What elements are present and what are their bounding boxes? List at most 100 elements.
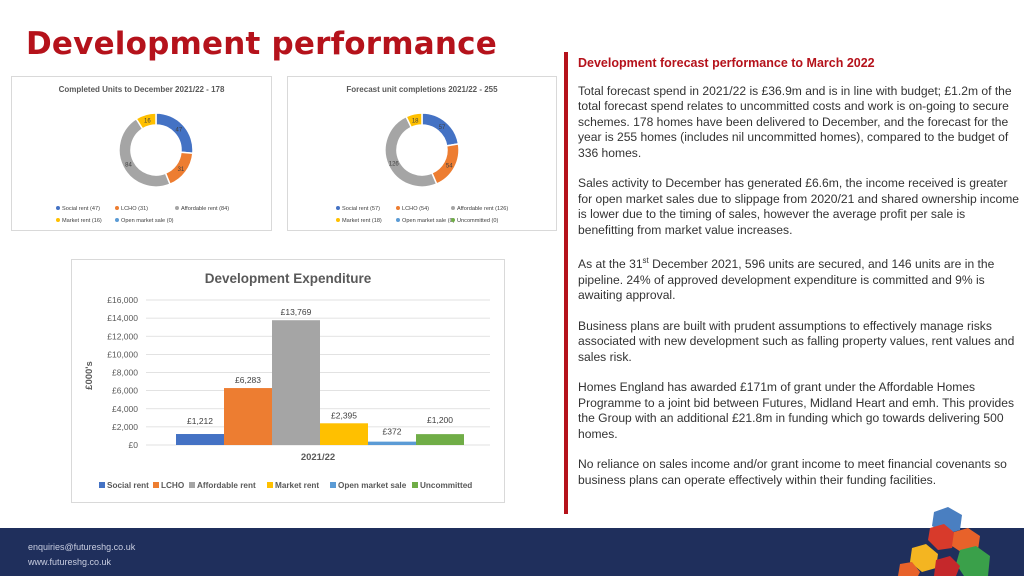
footer-bar: enquiries@futureshg.co.uk www.futureshg.… xyxy=(0,528,1024,576)
pipeline-text-start: As at the 31 xyxy=(578,257,643,272)
legend-label-market-rent: Market rent xyxy=(275,481,319,490)
chart-title: Development Expenditure xyxy=(205,271,372,286)
panel-paragraph-covenants: No reliance on sales income and/or grant… xyxy=(578,457,1007,487)
slice-label-market-rent: 16 xyxy=(144,119,151,125)
panel-paragraph-homes-england: Homes England has awarded £171m of grant… xyxy=(578,380,1015,441)
bar-lcho xyxy=(224,388,272,445)
bar-label-affordable-rent: £13,769 xyxy=(281,307,312,317)
bar-social-rent xyxy=(176,434,224,445)
panel-divider xyxy=(564,52,568,514)
legend-marker-lcho xyxy=(115,206,119,210)
legend-label-open-market-sale: Open market sale xyxy=(338,481,407,490)
slice-label-market-rent: 18 xyxy=(412,118,419,124)
y-tick-label: £16,000 xyxy=(107,295,138,305)
footer-email-link[interactable]: enquiries@futureshg.co.uk xyxy=(28,542,136,552)
donut-slice-market-rent xyxy=(135,112,157,130)
y-tick-label: £0 xyxy=(129,440,139,450)
forecast-completions-svg: Forecast unit completions 2021/22 - 255 5… xyxy=(336,85,508,224)
legend-marker-market-rent xyxy=(267,482,273,488)
y-tick-label: £4,000 xyxy=(112,404,138,414)
legend-label-open-market-sale: Open market sale (0) xyxy=(121,218,174,224)
development-expenditure-chart: Development Expenditure £0 £2,000 £4,000 £6,… xyxy=(71,259,505,503)
legend-label-social-rent: Social rent (57) xyxy=(342,206,380,212)
legend-marker-open-market-sale xyxy=(115,218,119,222)
forecast-text-panel: Development forecast performance to Marc… xyxy=(578,56,1024,503)
legend-label-market-rent: Market rent (16) xyxy=(62,218,102,224)
logo-red-hex xyxy=(928,524,956,550)
legend-marker-social-rent xyxy=(336,206,340,210)
bar-label-market-rent: £2,395 xyxy=(331,410,357,420)
legend-label-affordable-rent: Affordable rent (84) xyxy=(181,206,229,212)
legend-marker-market-rent xyxy=(56,218,60,222)
slice-label-social-rent: 57 xyxy=(439,125,446,131)
slice-label-affordable-rent: 84 xyxy=(125,163,132,169)
panel-paragraph-pipeline: As at the 31st December 2021, 596 units … xyxy=(578,253,1024,304)
panel-paragraph-business-plans: Business plans are built with prudent as… xyxy=(578,318,1015,364)
legend-label-lcho: LCHO (54) xyxy=(402,206,429,212)
slice-label-affordable-rent: 126 xyxy=(389,161,400,167)
bar-market-rent xyxy=(320,423,368,445)
legend-marker-social-rent xyxy=(56,206,60,210)
donut-slice-market-rent xyxy=(405,112,423,129)
legend-marker-affordable-rent xyxy=(175,206,179,210)
legend-marker-lcho xyxy=(153,482,159,488)
bar-label-open-market-sale: £372 xyxy=(383,427,402,437)
legend-label-affordable-rent: Affordable rent xyxy=(197,481,256,490)
chart-title: Forecast unit completions 2021/22 - 255 xyxy=(346,85,498,94)
donut-slice-affordable-rent xyxy=(118,117,171,188)
footer-website-link[interactable]: www.futureshg.co.uk xyxy=(28,557,112,567)
panel-heading: Development forecast performance to Marc… xyxy=(578,56,875,70)
legend-label-affordable-rent: Affordable rent (126) xyxy=(457,206,508,212)
futures-logo-icon xyxy=(898,507,990,576)
y-tick-label: £10,000 xyxy=(107,349,138,359)
legend-label-uncommitted: Uncommitted (0) xyxy=(457,218,498,224)
pipeline-text-sup: st xyxy=(642,256,649,265)
legend-label-social-rent: Social rent xyxy=(107,481,149,490)
legend-marker-market-rent xyxy=(336,218,340,222)
logo-orange-small-hex xyxy=(898,562,920,576)
y-tick-label: £2,000 xyxy=(112,422,138,432)
legend-marker-open-market-sale xyxy=(396,218,400,222)
y-axis-label: £000's xyxy=(84,361,95,390)
bar-label-social-rent: £1,212 xyxy=(187,416,213,426)
panel-paragraph-sales: Sales activity to December has generated… xyxy=(578,176,1020,237)
logo-red-small-hex xyxy=(934,556,960,576)
pipeline-text-end: December 2021, 596 units are secured, an… xyxy=(578,257,995,303)
legend-label-lcho: LCHO xyxy=(161,481,185,490)
legend-marker-open-market-sale xyxy=(330,482,336,488)
legend-label-social-rent: Social rent (47) xyxy=(62,206,100,212)
slice-label-lcho: 31 xyxy=(178,167,185,173)
legend-label-open-market-sale: Open market sale (0) xyxy=(402,218,455,224)
development-expenditure-svg: Development Expenditure £0 £2,000 £4,000 £6,… xyxy=(84,271,490,490)
y-tick-label: £6,000 xyxy=(112,386,138,396)
legend-marker-uncommitted xyxy=(412,482,418,488)
legend-label-lcho: LCHO (31) xyxy=(121,206,148,212)
panel-paragraph-spend: Total forecast spend in 2021/22 is £36.9… xyxy=(578,83,1012,160)
chart-title: Completed Units to December 2021/22 - 17… xyxy=(59,85,225,94)
slice-label-lcho: 54 xyxy=(446,163,453,169)
legend-marker-affordable-rent xyxy=(189,482,195,488)
legend-marker-uncommitted xyxy=(451,218,455,222)
legend-label-uncommitted: Uncommitted xyxy=(420,481,472,490)
bar-label-uncommitted: £1,200 xyxy=(427,415,453,425)
completed-units-svg: Completed Units to December 2021/22 - 17… xyxy=(56,85,229,224)
y-tick-label: £14,000 xyxy=(107,313,138,323)
logo-green-hex xyxy=(956,546,990,576)
x-category-label: 2021/22 xyxy=(301,452,335,463)
y-tick-label: £12,000 xyxy=(107,331,138,341)
y-tick-label: £8,000 xyxy=(112,368,138,378)
legend-marker-affordable-rent xyxy=(451,206,455,210)
legend-marker-lcho xyxy=(396,206,400,210)
legend-label-market-rent: Market rent (18) xyxy=(342,218,382,224)
bar-affordable-rent xyxy=(272,320,320,445)
completed-units-chart: Completed Units to December 2021/22 - 17… xyxy=(11,76,272,231)
bar-open-market-sale xyxy=(368,441,416,445)
bar-label-lcho: £6,283 xyxy=(235,375,261,385)
bar-uncommitted xyxy=(416,434,464,445)
forecast-completions-chart: Forecast unit completions 2021/22 - 255 5… xyxy=(287,76,557,231)
logo-yellow-hex xyxy=(910,544,938,572)
slice-label-social-rent: 47 xyxy=(176,128,183,134)
page-title: Development performance xyxy=(26,26,497,62)
legend-marker-social-rent xyxy=(99,482,105,488)
donut-slice-social-rent xyxy=(155,112,194,155)
